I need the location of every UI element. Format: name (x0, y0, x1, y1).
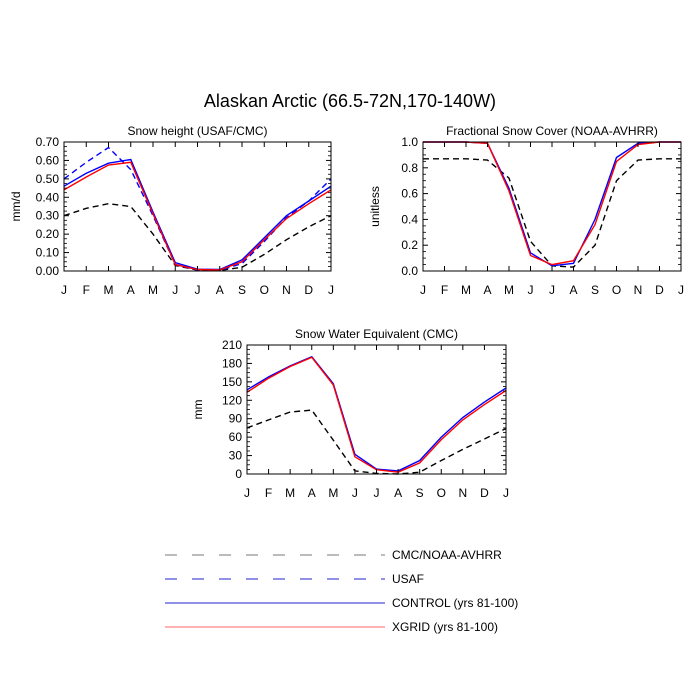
x-tick-label: N (282, 283, 291, 297)
y-axis-label: unitless (368, 186, 382, 227)
x-tick-label: M (504, 283, 514, 297)
x-tick-label: A (483, 283, 491, 297)
x-tick-label: A (394, 486, 402, 500)
x-tick-label: F (265, 486, 272, 500)
x-tick-label: A (308, 486, 316, 500)
x-tick-label: J (172, 283, 178, 297)
panel-title: Fractional Snow Cover (NOAA-AVHRR) (446, 124, 658, 138)
legend: CMC/NOAA-AVHRR USAF CONTROL (yrs 81-100) XG… (165, 548, 518, 634)
plot-frame (63, 141, 332, 272)
x-tick-label: J (328, 283, 334, 297)
y-tick-label: 150 (222, 375, 242, 389)
x-tick-label: S (238, 283, 246, 297)
y-tick-label: 0.4 (401, 212, 418, 226)
x-tick-label: J (374, 486, 380, 500)
x-tick-label: N (634, 283, 643, 297)
x-tick-label: D (655, 283, 664, 297)
series-line-xgrid-yrs-81-100 (423, 141, 681, 266)
y-tick-label: 60 (229, 430, 243, 444)
x-tick-label: M (328, 486, 338, 500)
y-tick-label: 210 (222, 338, 242, 352)
panel-title: Snow height (USAF/CMC) (127, 124, 267, 138)
series-line-control-yrs-81-100 (423, 141, 681, 267)
y-tick-label: 120 (222, 393, 242, 407)
y-tick-label: 0.0 (401, 264, 418, 278)
legend-label: CMC/NOAA-AVHRR (392, 548, 502, 562)
x-tick-label: S (416, 486, 424, 500)
x-tick-label: J (61, 283, 67, 297)
legend-label: XGRID (yrs 81-100) (392, 620, 498, 634)
y-tick-label: 0.30 (36, 209, 60, 223)
y-tick-label: 1.0 (401, 135, 418, 149)
x-tick-label: D (480, 486, 489, 500)
series-line-cmc-noaa-avhrr (246, 409, 507, 475)
x-tick-label: M (285, 486, 295, 500)
y-tick-label: 0.00 (36, 264, 60, 278)
x-tick-label: N (458, 486, 467, 500)
x-tick-label: D (304, 283, 313, 297)
legend-label: CONTROL (yrs 81-100) (392, 596, 518, 610)
x-tick-label: O (437, 486, 446, 500)
x-tick-label: A (569, 283, 577, 297)
y-tick-label: 0 (235, 467, 242, 481)
y-tick-label: 0.60 (36, 153, 60, 167)
series-line-cmc-noaa-avhrr (423, 158, 681, 268)
panel-snow-cover: Fractional Snow Cover (NOAA-AVHRR) unitle… (368, 124, 684, 297)
x-tick-label: J (244, 486, 250, 500)
y-tick-label: 30 (229, 449, 243, 463)
x-tick-label: A (127, 283, 135, 297)
x-tick-label: J (352, 486, 358, 500)
x-tick-label: M (104, 283, 114, 297)
y-axis-label: mm/d (9, 192, 23, 222)
y-tick-label: 180 (222, 356, 242, 370)
x-tick-label: J (195, 283, 201, 297)
y-axis-label: mm (191, 400, 205, 420)
panel-snow-height: Snow height (USAF/CMC)mm/dJ F M A M J J A S O N D J0… (9, 124, 334, 297)
x-tick-label: J (420, 283, 426, 297)
x-tick-label: J (503, 486, 509, 500)
x-tick-label: O (612, 283, 621, 297)
series-line-control-yrs-81-100 (63, 158, 332, 271)
y-tick-label: 0.20 (36, 227, 60, 241)
y-tick-label: 0.2 (401, 238, 418, 252)
y-tick-label: 0.50 (36, 172, 60, 186)
x-tick-label: J (549, 283, 555, 297)
panel-snow-water-equivalent: Snow Water Equivalent (CMC)mmJ F M A M J J A S O N… (191, 327, 509, 500)
y-tick-label: 0.40 (36, 190, 60, 204)
y-tick-label: 0.70 (36, 135, 60, 149)
y-tick-label: 0.10 (36, 246, 60, 260)
x-tick-label: F (441, 283, 448, 297)
figure-title: Alaskan Arctic (66.5-72N,170-140W) (204, 91, 496, 111)
x-tick-label: S (591, 283, 599, 297)
x-tick-label: A (216, 283, 224, 297)
series-line-cmc-noaa-avhrr (63, 202, 332, 272)
x-tick-label: F (83, 283, 90, 297)
x-tick-label: O (260, 283, 269, 297)
series-line-xgrid-yrs-81-100 (63, 161, 332, 271)
y-tick-label: 0.6 (401, 187, 418, 201)
y-tick-label: 90 (229, 412, 243, 426)
x-tick-label: J (678, 283, 684, 297)
x-tick-label: M (148, 283, 158, 297)
x-tick-label: J (528, 283, 534, 297)
y-tick-label: 0.8 (401, 161, 418, 175)
plot-frame (422, 141, 682, 272)
plot-frame (246, 344, 507, 475)
panel-title: Snow Water Equivalent (CMC) (295, 327, 458, 341)
legend-label: USAF (392, 572, 424, 586)
x-tick-label: M (461, 283, 471, 297)
